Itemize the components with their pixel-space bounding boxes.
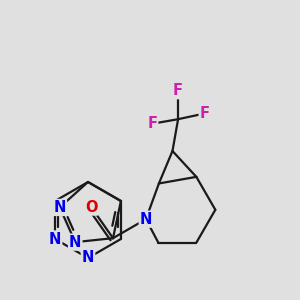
Text: N: N: [54, 200, 66, 215]
Text: O: O: [85, 200, 98, 214]
Text: N: N: [140, 212, 152, 227]
Text: F: F: [173, 83, 183, 98]
Text: F: F: [147, 116, 157, 131]
Text: N: N: [82, 250, 94, 266]
Text: N: N: [69, 235, 81, 250]
Text: N: N: [49, 232, 61, 247]
Text: F: F: [200, 106, 210, 121]
